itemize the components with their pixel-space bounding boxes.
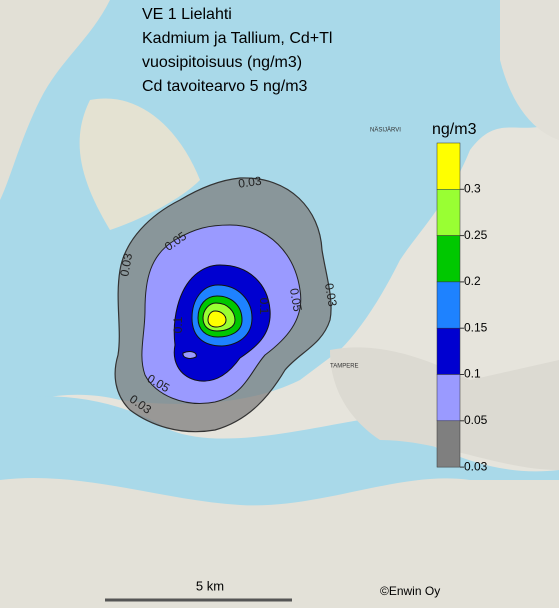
contour-label: 0.03 (322, 282, 340, 308)
legend-band (436, 142, 461, 190)
place-name: TAMPERE (330, 364, 359, 370)
contour-label: 0.03 (237, 174, 262, 191)
title-block: VE 1 Lielahti Kadmium ja Tallium, Cd+Tl vu… (142, 6, 332, 95)
contour-03 (207, 310, 227, 328)
place-name: NÄSIJÄRVI (370, 127, 401, 134)
legend-unit: ng/m3 (432, 121, 477, 138)
legend-band (436, 189, 461, 236)
contour-label: 0.03 (117, 252, 135, 278)
copyright: ©Enwin Oy (380, 584, 440, 598)
legend-tick-label: 0.05 (464, 413, 488, 427)
legend: 0.3 0.25 0.2 0.15 0.1 0.05 0.03 (436, 142, 488, 473)
legend-band (436, 235, 461, 283)
land (79, 98, 200, 230)
land (0, 0, 110, 200)
title-line: Cd tavoitearvo 5 ng/m3 (142, 78, 308, 95)
legend-tick-label: 0.3 (464, 181, 481, 195)
legend-tick-label: 0.03 (464, 459, 488, 473)
legend-band (436, 420, 461, 468)
legend-band (436, 374, 461, 422)
contour-label: 0.1 (171, 316, 185, 333)
legend-band (436, 281, 461, 329)
legend-tick-label: 0.15 (464, 320, 488, 334)
contour-label: 0.05 (287, 287, 305, 313)
legend-tick-label: 0.1 (464, 367, 481, 381)
title-line: VE 1 Lielahti (142, 6, 232, 23)
title-line: Kadmium ja Tallium, Cd+Tl (142, 30, 332, 47)
legend-tick-label: 0.25 (464, 228, 488, 242)
legend-band (436, 327, 461, 375)
scale-label: 5 km (196, 578, 224, 593)
land (500, 0, 559, 140)
land (0, 477, 559, 608)
contour-label: 0.1 (257, 298, 271, 315)
title-line: vuosipitoisuus (ng/m3) (142, 54, 302, 71)
legend-tick-label: 0.2 (464, 274, 481, 288)
contour-detail (182, 351, 197, 359)
